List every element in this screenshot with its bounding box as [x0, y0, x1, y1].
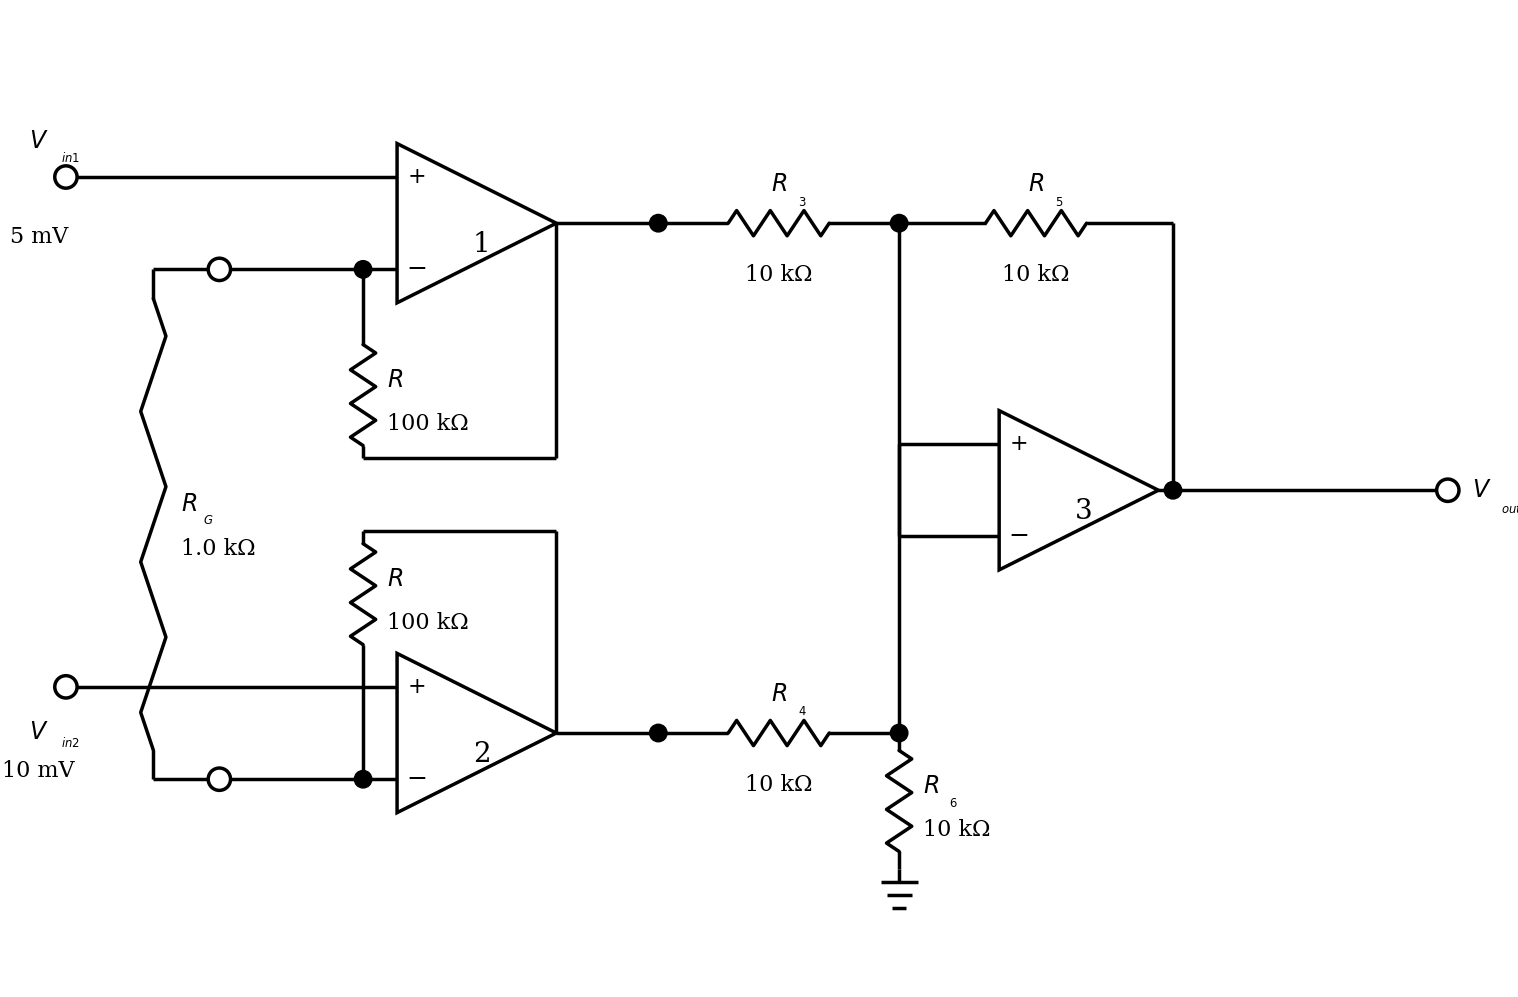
Text: 10 kΩ: 10 kΩ: [745, 264, 812, 286]
Text: −: −: [405, 768, 427, 791]
Text: −: −: [405, 258, 427, 281]
Text: +: +: [407, 676, 427, 698]
Circle shape: [208, 258, 231, 280]
Text: $_{5}$: $_{5}$: [1055, 191, 1064, 208]
Text: 3: 3: [1075, 498, 1093, 525]
Circle shape: [891, 214, 908, 232]
Text: $R$: $R$: [181, 494, 197, 516]
Text: $V$: $V$: [1472, 479, 1492, 501]
Text: $R$: $R$: [1028, 173, 1044, 196]
Text: $V$: $V$: [29, 721, 49, 744]
Text: 1: 1: [472, 231, 490, 258]
Text: $_{4}$: $_{4}$: [798, 702, 808, 719]
Text: 100 kΩ: 100 kΩ: [387, 612, 469, 634]
Text: 10 kΩ: 10 kΩ: [745, 774, 812, 796]
Circle shape: [354, 260, 372, 278]
Text: −: −: [1008, 525, 1029, 548]
Text: 1.0 kΩ: 1.0 kΩ: [181, 537, 255, 559]
Text: $_{G}$: $_{G}$: [203, 510, 214, 527]
Circle shape: [1436, 480, 1459, 501]
Text: $_{in1}$: $_{in1}$: [61, 149, 80, 166]
Text: 100 kΩ: 100 kΩ: [387, 413, 469, 436]
Text: $V$: $V$: [29, 130, 49, 153]
Text: $R$: $R$: [387, 369, 404, 392]
Text: 5 mV: 5 mV: [9, 225, 68, 247]
Circle shape: [354, 771, 372, 788]
Text: $_{in2}$: $_{in2}$: [61, 734, 80, 751]
Circle shape: [1164, 482, 1181, 498]
Circle shape: [650, 214, 666, 232]
Circle shape: [650, 724, 666, 742]
Circle shape: [208, 768, 231, 791]
Text: +: +: [1009, 433, 1028, 455]
Circle shape: [55, 166, 77, 188]
Text: $R$: $R$: [771, 173, 786, 196]
Text: $_{6}$: $_{6}$: [949, 793, 958, 810]
Text: $R$: $R$: [923, 775, 940, 798]
Text: 2: 2: [472, 741, 490, 768]
Circle shape: [55, 676, 77, 698]
Text: 10 kΩ: 10 kΩ: [923, 820, 991, 841]
Text: 10 mV: 10 mV: [3, 760, 74, 782]
Text: $R$: $R$: [387, 568, 404, 591]
Text: $_{out}$: $_{out}$: [1501, 499, 1518, 516]
Circle shape: [891, 724, 908, 742]
Text: 10 kΩ: 10 kΩ: [1002, 264, 1070, 286]
Text: +: +: [407, 166, 427, 188]
Text: $R$: $R$: [771, 683, 786, 706]
Text: $_{3}$: $_{3}$: [798, 191, 806, 208]
